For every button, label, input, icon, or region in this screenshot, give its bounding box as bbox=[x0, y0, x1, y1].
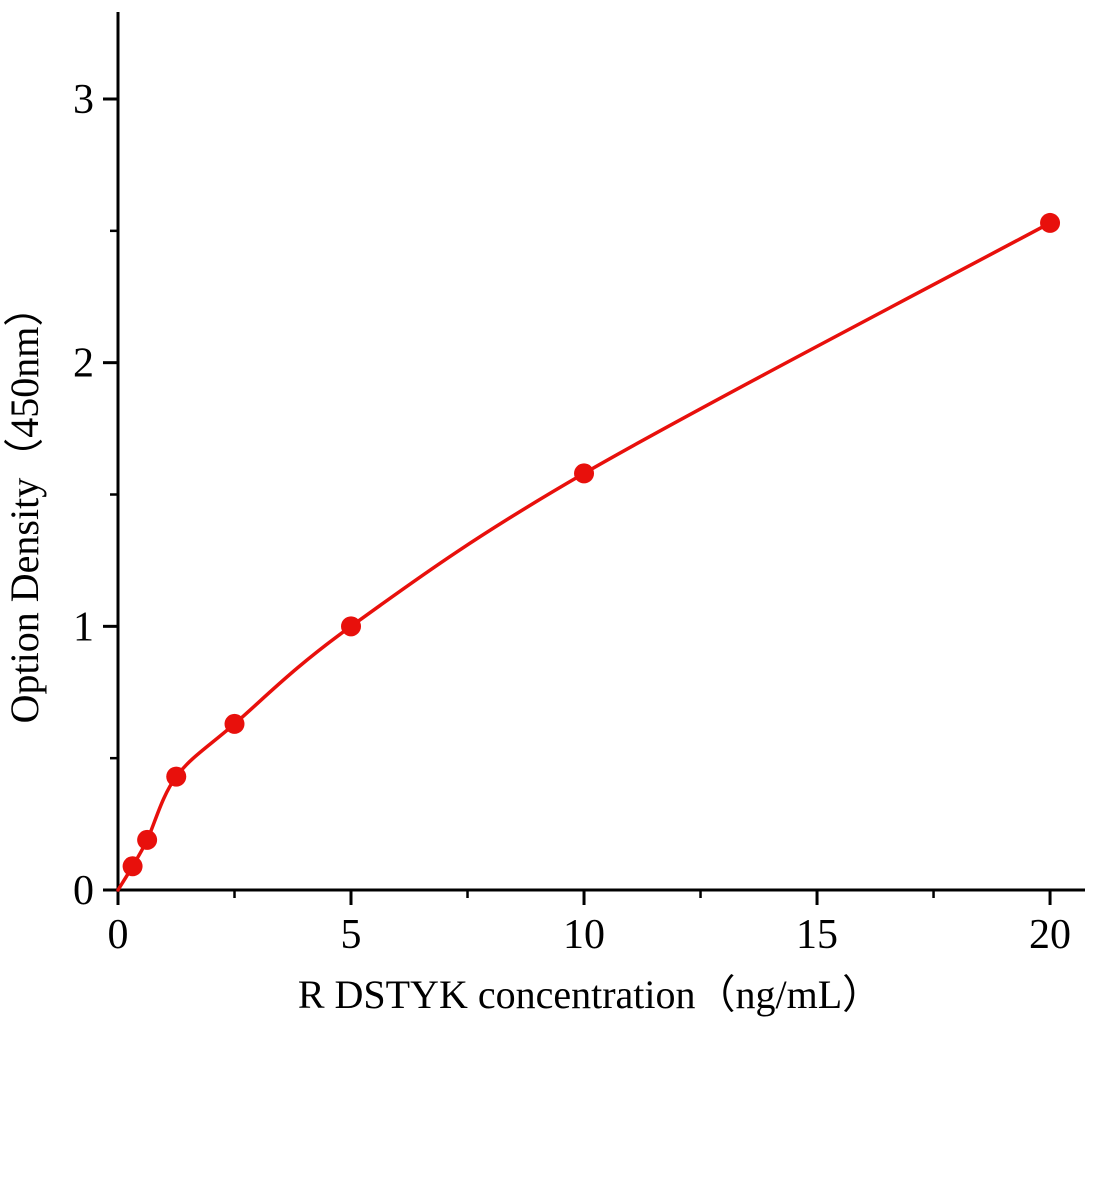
plot-area: 0 5 10 15 20 0 1 2 3 bbox=[73, 12, 1085, 958]
data-point-marker bbox=[224, 713, 245, 734]
x-tick-label: 15 bbox=[796, 912, 838, 958]
data-point-marker bbox=[1040, 212, 1061, 233]
data-point-marker bbox=[341, 616, 362, 637]
y-tick-label: 0 bbox=[73, 868, 94, 914]
data-point-marker bbox=[122, 856, 143, 877]
x-tick-label: 5 bbox=[341, 912, 362, 958]
y-axis-title: Option Density（450nm） bbox=[2, 287, 47, 724]
x-tick-label: 0 bbox=[108, 912, 129, 958]
x-axis-title: R DSTYK concentration（ng/mL） bbox=[298, 972, 882, 1017]
y-tick-label: 2 bbox=[73, 341, 94, 387]
data-point-marker bbox=[137, 829, 158, 850]
y-tick-label: 3 bbox=[73, 77, 94, 123]
x-tick-label: 10 bbox=[563, 912, 605, 958]
data-point-marker bbox=[574, 463, 595, 484]
y-tick-label: 1 bbox=[73, 604, 94, 650]
fitted-curve bbox=[116, 221, 1052, 892]
x-tick-label: 20 bbox=[1029, 912, 1071, 958]
data-point-marker bbox=[166, 766, 187, 787]
